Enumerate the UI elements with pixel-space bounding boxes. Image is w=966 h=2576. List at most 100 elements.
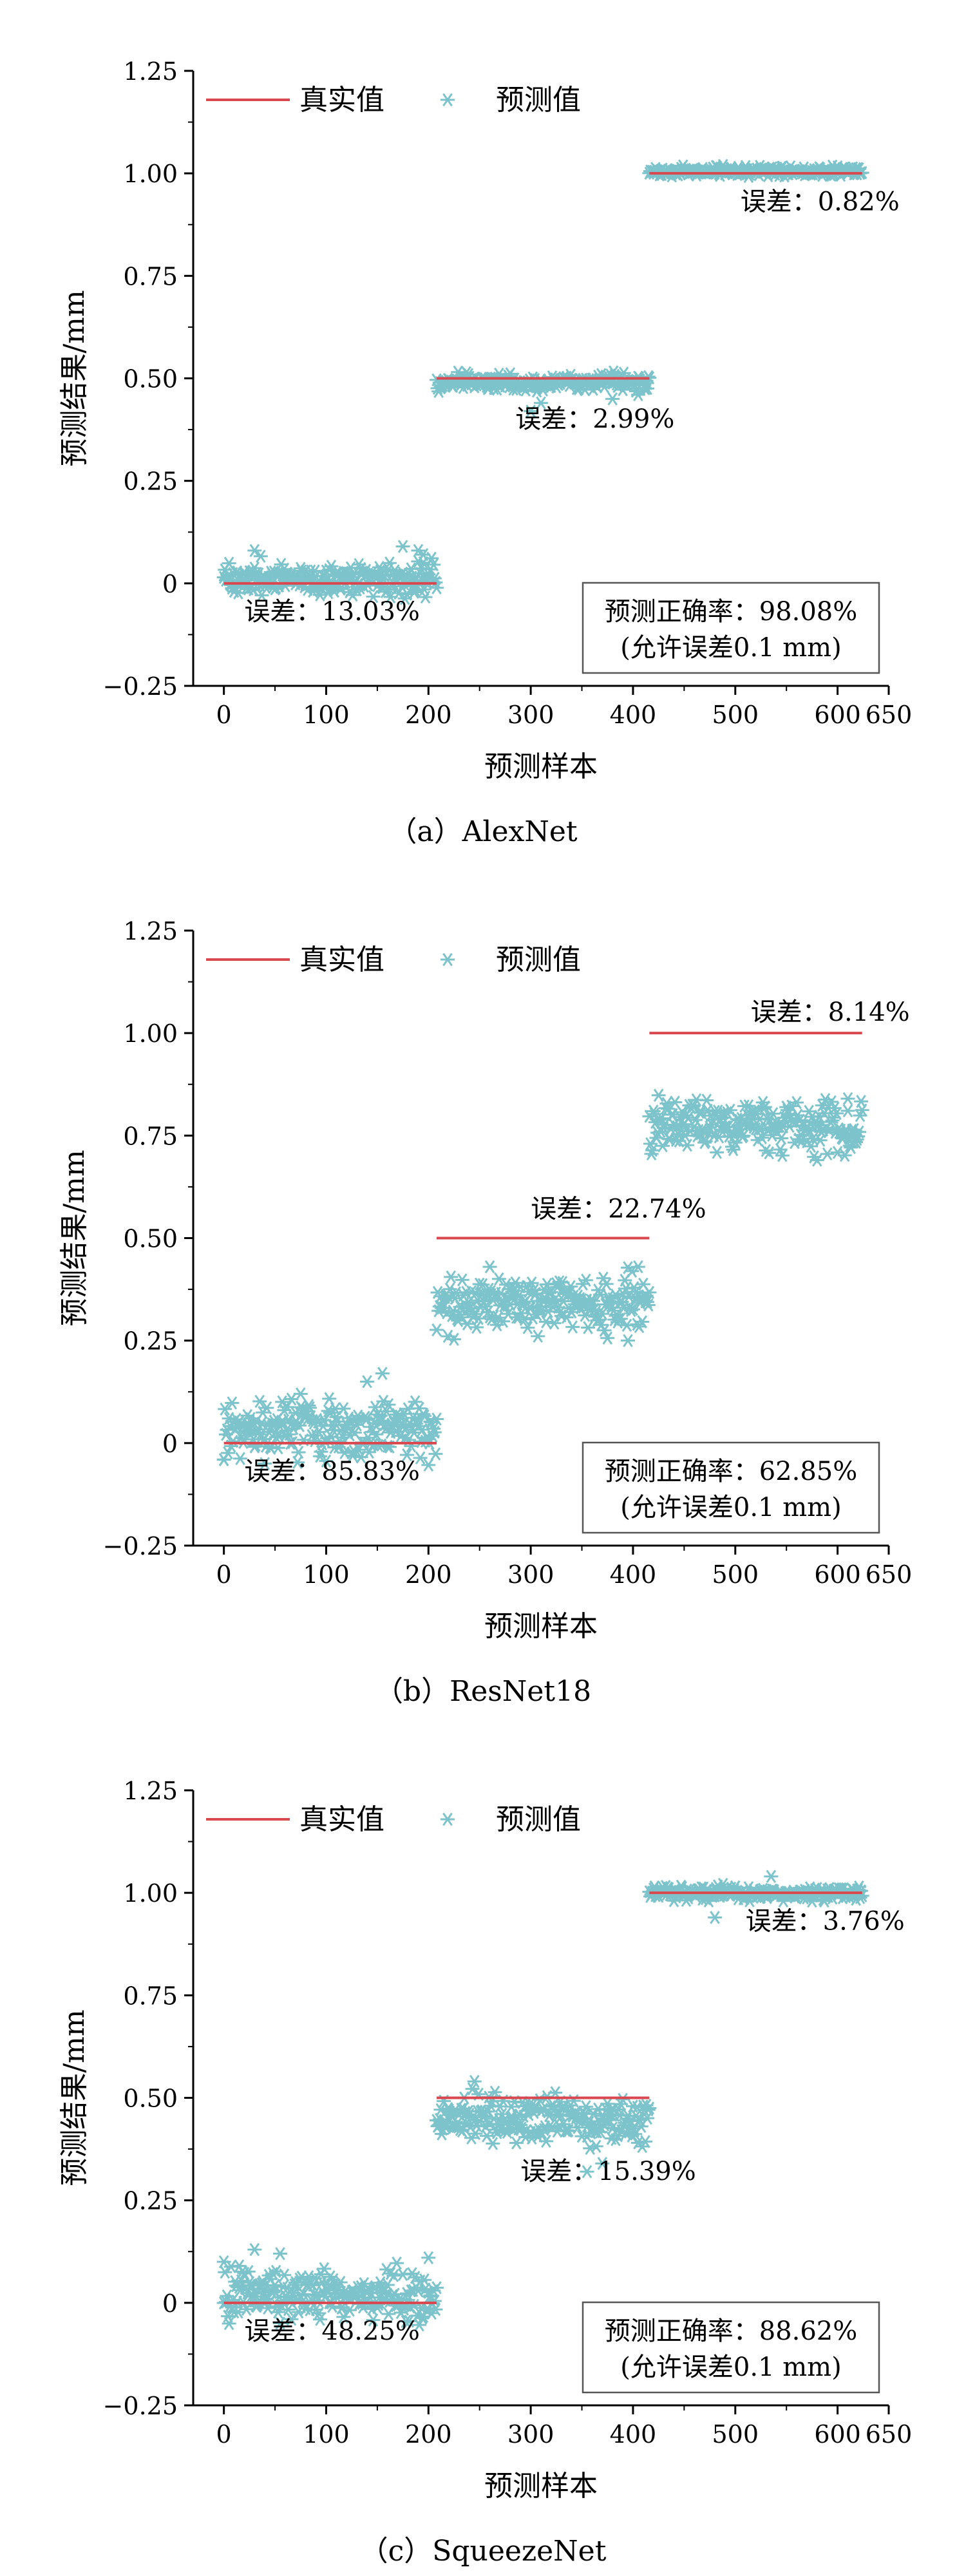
error-label: 误差：13.03%	[244, 597, 420, 627]
legend: 真实值 预测值	[206, 943, 581, 976]
y-tick-label: 0	[162, 570, 178, 598]
accuracy-box	[582, 1441, 880, 1534]
y-tick-label: −0.25	[103, 672, 178, 701]
x-tick-label: 500	[712, 701, 759, 729]
pred-point	[524, 1276, 539, 1290]
pred-point	[270, 2306, 285, 2319]
chart-squeezenet: −0.25 0 0.25 0.50 0.75 1.00 1.25 0 100 200 300 400 5…	[58, 1777, 912, 2503]
error-label: 误差：3.76%	[746, 1906, 905, 1936]
pred-point	[790, 1095, 804, 1110]
tolerance-line: (允许误差0.1 mm)	[620, 1493, 841, 1522]
x-tick-label: 300	[507, 2420, 554, 2448]
pred-point	[597, 1323, 612, 1338]
pred-point	[595, 2157, 610, 2170]
pred-point	[390, 2256, 404, 2270]
pred-point	[651, 1088, 666, 1102]
pred-point	[273, 2316, 287, 2330]
y-tick-label: −0.25	[103, 2392, 178, 2420]
pred-point	[630, 1260, 645, 1274]
accuracy-line: 预测正确率：98.08%	[605, 597, 858, 627]
panel-alexnet: −0.25 0 0.25 0.50 0.75 1.00 1.25 0 100 200 300 400 5…	[0, 0, 966, 857]
pred-point	[757, 1100, 772, 1114]
error-label: 误差：48.25%	[244, 2316, 420, 2346]
legend-pred-label: 预测值	[496, 1803, 581, 1836]
pred-point	[736, 1129, 751, 1142]
pred-point	[635, 1315, 650, 1329]
pred-point	[428, 2302, 443, 2316]
pred-point	[430, 2281, 444, 2295]
pred-point	[762, 1146, 777, 1160]
pred-point	[360, 1375, 374, 1388]
pred-point	[291, 1445, 306, 1459]
y-tick-label: 0.75	[123, 1982, 178, 2010]
x-tick-label: 200	[405, 701, 452, 729]
y-tick-label: 0.25	[123, 2187, 178, 2215]
pred-point	[600, 2097, 615, 2111]
pred-point	[538, 1315, 553, 1329]
pred-point	[820, 1147, 835, 1161]
pred-point	[517, 1312, 532, 1327]
pred-point	[440, 1812, 455, 1826]
y-tick-label: 0.25	[123, 1327, 178, 1356]
accuracy-line: 预测正确率：88.62%	[605, 2316, 858, 2346]
pred-point	[444, 1270, 459, 1284]
pred-point	[222, 2316, 236, 2331]
pred-point	[726, 1142, 741, 1157]
pred-point	[840, 1092, 855, 1106]
pred-point	[467, 2074, 482, 2088]
pred-point	[491, 1272, 506, 1286]
x-tick-label: 600	[814, 701, 861, 729]
pred-point	[216, 2255, 231, 2269]
pred-point	[455, 1273, 469, 1287]
pred-point	[430, 1412, 444, 1426]
pred-point	[810, 1153, 824, 1167]
pred-point	[641, 1298, 656, 1312]
pred-point	[538, 2134, 553, 2148]
legend-true-label: 真实值	[299, 84, 384, 117]
pred-point	[218, 2266, 232, 2279]
y-tick-label: 1.25	[123, 57, 178, 86]
pred-point	[524, 1302, 538, 1315]
pred-point	[855, 1103, 869, 1117]
pred-point	[427, 1425, 442, 1439]
pred-point	[386, 2269, 401, 2282]
pred-point	[642, 2101, 657, 2115]
accuracy-line: 预测正确率：62.85%	[605, 1457, 858, 1486]
pred-point	[488, 2085, 502, 2099]
pred-point	[621, 1334, 635, 1347]
pred-point	[599, 1277, 614, 1291]
pred-point	[465, 2082, 480, 2096]
pred-point	[728, 1136, 743, 1150]
y-tick-label: 0.50	[123, 365, 178, 393]
chart-resnet18: −0.25 0 0.25 0.50 0.75 1.00 1.25 0 100 200 300 400 5…	[58, 917, 912, 1643]
x-tick-label: 500	[712, 2420, 759, 2448]
pred-point	[531, 1329, 545, 1343]
x-tick-label: 0	[216, 2420, 232, 2448]
series-group-2	[642, 1870, 869, 1924]
x-tick-label: 400	[610, 2420, 657, 2448]
pred-point	[232, 2259, 247, 2273]
pred-point	[581, 1321, 596, 1334]
pred-point	[254, 589, 269, 602]
x-tick-label: 400	[610, 1560, 657, 1589]
error-label: 误差：22.74%	[531, 1195, 706, 1224]
pred-point	[252, 1394, 267, 1408]
legend-pred-label: 预测值	[496, 943, 581, 976]
x-tick-label: 600	[814, 2420, 861, 2448]
pred-point	[710, 1146, 724, 1159]
pred-point	[829, 1106, 844, 1121]
y-tick-label: 0	[162, 1430, 178, 1458]
pred-point	[447, 1332, 461, 1346]
y-tick-label: 1.25	[123, 1777, 178, 1805]
pred-point	[273, 2247, 287, 2260]
pred-point	[233, 1452, 248, 1466]
pred-point	[277, 2268, 292, 2282]
pred-point	[840, 1104, 855, 1118]
pred-point	[324, 560, 339, 573]
x-axis-label: 预测样本	[484, 1610, 598, 1643]
pred-point	[775, 1148, 790, 1162]
pred-point	[804, 1139, 819, 1153]
pred-point	[336, 1402, 351, 1416]
pred-point	[645, 1144, 660, 1157]
caption-squeezenet: （c）SqueezeNet	[359, 2535, 607, 2568]
